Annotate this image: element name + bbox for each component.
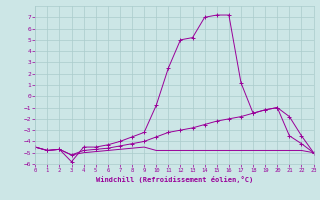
X-axis label: Windchill (Refroidissement éolien,°C): Windchill (Refroidissement éolien,°C) <box>96 176 253 183</box>
